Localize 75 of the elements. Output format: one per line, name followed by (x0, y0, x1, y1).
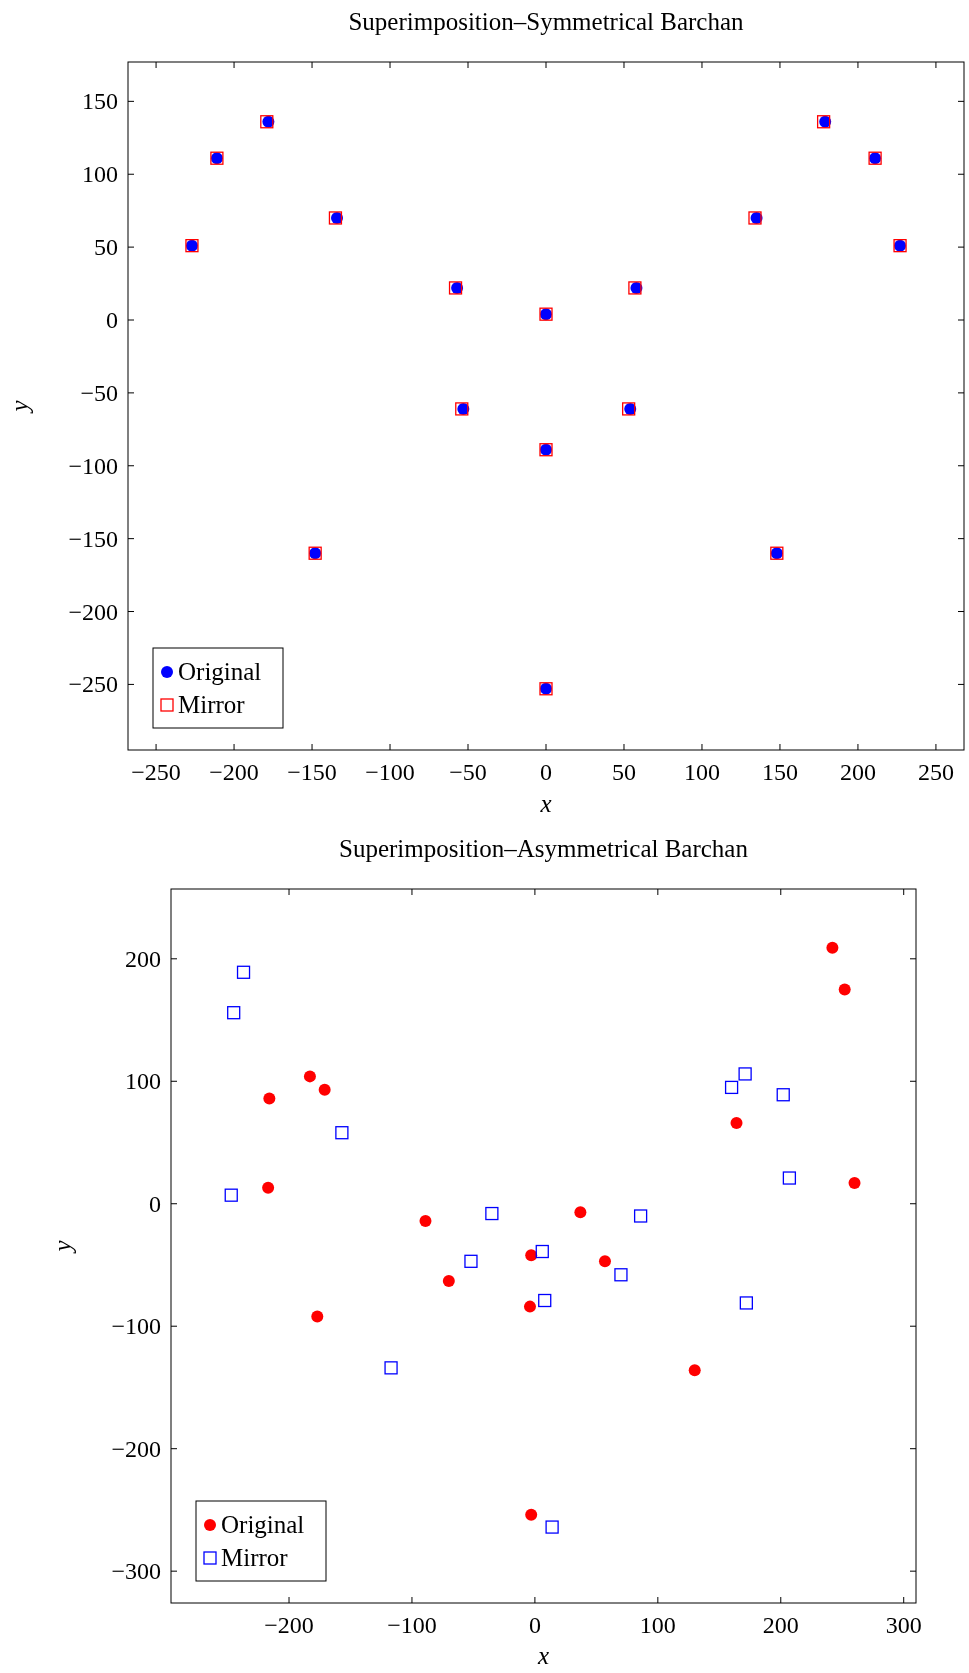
y-tick-label: −200 (111, 1435, 161, 1462)
y-tick-label: −250 (68, 671, 118, 698)
point (782, 1171, 797, 1185)
point (464, 1254, 478, 1268)
point (776, 1088, 790, 1102)
y-tick-label: 100 (82, 161, 118, 188)
chart-title: Superimposition–Symmetrical Barchan (348, 8, 745, 35)
legend-label: Mirror (178, 691, 246, 718)
x-tick-label: 200 (839, 759, 876, 785)
x-tick-label: −50 (449, 759, 487, 785)
point (523, 1300, 536, 1313)
point (263, 1092, 276, 1105)
y-axis-title: y (6, 399, 33, 415)
x-tick-label: −100 (387, 1612, 437, 1638)
point (738, 1067, 752, 1081)
point (236, 965, 251, 979)
point (724, 1080, 739, 1095)
legend-label: Original (221, 1511, 305, 1538)
x-axis-title: x (536, 1642, 550, 1669)
point (545, 1520, 559, 1534)
point (384, 1361, 398, 1375)
point (633, 1209, 648, 1223)
x-tick-label: 200 (762, 1612, 799, 1638)
x-tick-label: −150 (287, 759, 337, 785)
x-tick-label: 0 (528, 1612, 541, 1638)
point (419, 1214, 432, 1227)
x-axis-title: x (539, 790, 552, 817)
y-axis-title: y (49, 1239, 76, 1255)
y-tick-label: 150 (82, 88, 118, 115)
point (838, 983, 851, 996)
x-tick-label: −200 (209, 759, 259, 785)
point (335, 1126, 349, 1140)
point (485, 1206, 499, 1221)
point (538, 1293, 552, 1308)
y-tick-label: 0 (149, 1190, 161, 1217)
x-tick-label: 0 (540, 759, 552, 785)
point (525, 1508, 538, 1521)
point (826, 941, 839, 954)
chart-title: Superimposition–Asymmetrical Barchan (339, 835, 749, 862)
point (730, 1116, 743, 1129)
point (739, 1296, 753, 1310)
x-tick-label: 300 (885, 1612, 922, 1638)
x-tick-label: 50 (611, 759, 636, 785)
y-tick-label: −100 (111, 1313, 161, 1340)
point (525, 1249, 538, 1262)
point (614, 1268, 628, 1282)
point (224, 1188, 238, 1202)
y-tick-label: −100 (68, 452, 118, 479)
point (442, 1274, 455, 1287)
point (598, 1255, 611, 1268)
point (688, 1364, 701, 1377)
x-tick-label: 150 (761, 759, 798, 785)
y-tick-label: 100 (125, 1068, 161, 1095)
y-tick-label: −150 (68, 525, 118, 552)
legend-label: Mirror (221, 1544, 289, 1571)
y-tick-label: −300 (111, 1558, 161, 1585)
y-tick-label: 0 (106, 307, 118, 333)
x-tick-label: 100 (639, 1612, 676, 1638)
y-tick-label: 200 (125, 945, 161, 972)
point (262, 1181, 275, 1194)
point (574, 1206, 587, 1219)
point (535, 1244, 549, 1259)
x-tick-label: −200 (264, 1612, 314, 1638)
point (311, 1310, 324, 1323)
point (303, 1070, 316, 1083)
x-tick-label: 100 (683, 759, 720, 785)
legend-label: Original (178, 658, 262, 685)
y-tick-label: −200 (68, 598, 118, 625)
y-tick-label: −50 (80, 379, 118, 406)
point (848, 1176, 861, 1189)
x-tick-label: 250 (917, 759, 954, 785)
x-tick-label: −100 (365, 759, 415, 785)
point (227, 1006, 241, 1020)
point (318, 1083, 331, 1096)
y-tick-label: 50 (94, 234, 118, 261)
